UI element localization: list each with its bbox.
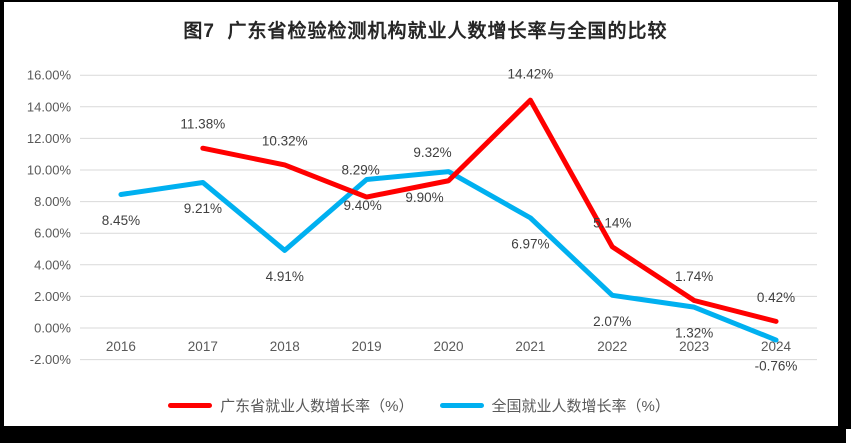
x-tick-label: 2021: [515, 339, 545, 354]
legend-swatch-guangdong: [168, 402, 213, 408]
series-line-guangdong: [200, 97, 779, 324]
window-border-bottom: [0, 426, 846, 443]
data-label: 0.42%: [757, 290, 795, 305]
y-tick-label: 8.00%: [34, 194, 71, 209]
chart-title: 图7 广东省检验检测机构就业人数增长率与全国的比较: [183, 21, 668, 42]
y-tick-label: 0.00%: [34, 321, 71, 336]
data-label: 6.97%: [511, 236, 549, 251]
x-tick-label: 2023: [679, 339, 709, 354]
y-tick-label: 4.00%: [34, 257, 71, 272]
legend-label-guangdong: 广东省就业人数增长率（%）: [220, 397, 414, 415]
x-tick-label: 2020: [433, 339, 463, 354]
data-label: 8.45%: [102, 213, 140, 228]
data-label: 14.42%: [507, 67, 553, 82]
data-label: 9.32%: [413, 145, 451, 160]
data-label: 9.90%: [405, 190, 443, 205]
data-label: 10.32%: [262, 133, 308, 148]
series-line-national: [118, 169, 779, 343]
y-tick-label: 6.00%: [34, 226, 71, 241]
legend-item-guangdong: 广东省就业人数增长率（%）: [168, 395, 414, 416]
x-tick-label: 2024: [761, 339, 792, 354]
data-label: 11.38%: [180, 117, 225, 132]
data-label: 4.91%: [266, 269, 304, 284]
legend-item-national: 全国就业人数增长率（%）: [439, 395, 670, 416]
y-tick-label: 12.00%: [27, 131, 72, 146]
x-tick-label: 2019: [352, 339, 382, 354]
x-tick-label: 2017: [188, 339, 218, 354]
window-border-right: [838, 0, 851, 429]
data-label: 5.14%: [593, 215, 631, 230]
y-tick-label: 2.00%: [34, 289, 71, 304]
y-tick-label: -2.00%: [30, 352, 72, 367]
x-tick-label: 2016: [106, 339, 136, 354]
data-label: 1.32%: [675, 326, 713, 341]
y-tick-label: 10.00%: [27, 163, 72, 178]
y-tick-label: 16.00%: [27, 68, 72, 83]
window-border-top: [0, 0, 851, 2]
legend-label-national: 全国就业人数增长率（%）: [491, 397, 670, 415]
data-label: 1.74%: [675, 269, 713, 284]
data-label: 2.07%: [593, 314, 631, 329]
data-label: -0.76%: [755, 359, 798, 374]
y-tick-label: 14.00%: [27, 99, 72, 114]
legend-swatch-national: [439, 402, 484, 408]
x-tick-label: 2022: [597, 339, 627, 354]
legend: 广东省就业人数增长率（%） 全国就业人数增长率（%）: [0, 392, 838, 418]
x-tick-label: 2018: [270, 339, 300, 354]
data-label: 9.21%: [184, 201, 222, 216]
data-label: 9.40%: [343, 198, 381, 213]
data-label: 8.29%: [341, 163, 379, 178]
window-border-left: [0, 0, 4, 443]
